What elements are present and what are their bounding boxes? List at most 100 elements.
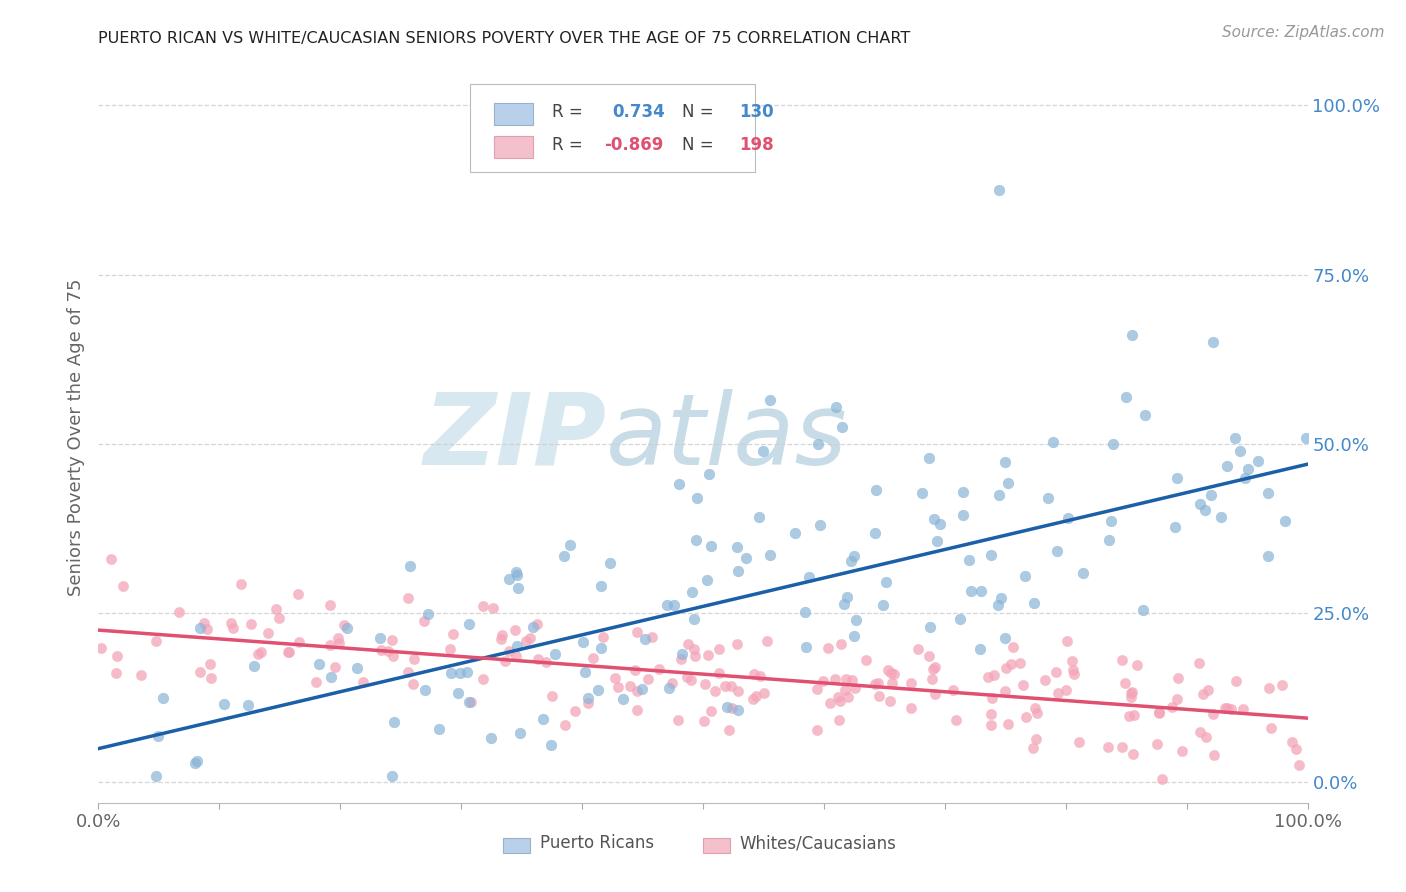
Point xyxy=(865,483,887,497)
Point xyxy=(269,611,291,625)
Point xyxy=(1167,671,1189,685)
Point xyxy=(100,552,122,566)
Point xyxy=(482,601,505,615)
Point xyxy=(828,694,851,708)
Point xyxy=(924,660,946,674)
Point xyxy=(1038,491,1060,505)
Point xyxy=(980,706,1002,721)
Point xyxy=(752,443,775,458)
Text: 130: 130 xyxy=(740,103,773,120)
Point xyxy=(1260,721,1282,735)
Point xyxy=(855,653,877,667)
Point xyxy=(536,655,558,669)
Point xyxy=(900,676,922,690)
Point xyxy=(1115,390,1137,404)
Point xyxy=(717,723,740,738)
Point xyxy=(519,631,541,645)
Point xyxy=(506,581,529,595)
Point xyxy=(683,649,706,664)
Text: 0.734: 0.734 xyxy=(613,103,665,120)
Point xyxy=(193,615,215,630)
Point xyxy=(648,662,671,676)
Point xyxy=(883,667,905,681)
Point xyxy=(505,624,527,638)
Point xyxy=(928,517,950,532)
FancyBboxPatch shape xyxy=(470,84,755,172)
Point xyxy=(918,451,941,466)
Point xyxy=(491,628,513,642)
Point xyxy=(460,695,482,709)
Point xyxy=(844,549,866,563)
Point xyxy=(1118,709,1140,723)
Point xyxy=(949,611,972,625)
Point xyxy=(1257,549,1279,563)
Point xyxy=(1225,673,1247,688)
Point xyxy=(683,612,706,626)
Point xyxy=(727,683,749,698)
Point xyxy=(868,690,890,704)
Point xyxy=(506,568,529,582)
Point xyxy=(471,599,494,613)
Point xyxy=(987,598,1010,612)
Point xyxy=(1000,657,1022,671)
Point xyxy=(336,621,359,635)
Y-axis label: Seniors Poverty Over the Age of 75: Seniors Poverty Over the Age of 75 xyxy=(66,278,84,596)
Point xyxy=(540,738,562,752)
Point xyxy=(758,392,780,407)
Point xyxy=(129,668,152,682)
Point xyxy=(152,691,174,706)
Point xyxy=(277,644,299,658)
Point xyxy=(969,641,991,656)
Point xyxy=(697,467,720,482)
Text: -0.869: -0.869 xyxy=(603,136,664,153)
Point xyxy=(323,660,346,674)
Text: Whites/Caucasians: Whites/Caucasians xyxy=(740,834,896,852)
Point xyxy=(756,634,779,648)
Point xyxy=(1063,667,1085,681)
Point xyxy=(1152,772,1174,786)
Point xyxy=(808,517,831,532)
Point xyxy=(927,534,949,549)
Point xyxy=(911,486,934,500)
Point xyxy=(997,716,1019,731)
Point xyxy=(1285,742,1308,756)
Point xyxy=(1126,658,1149,673)
Point xyxy=(243,659,266,673)
Point xyxy=(450,665,472,680)
Point xyxy=(837,690,859,704)
Point xyxy=(479,731,502,745)
Point xyxy=(679,673,702,687)
Point xyxy=(515,634,537,648)
Text: N =: N = xyxy=(682,103,714,120)
Point xyxy=(505,565,527,579)
Point xyxy=(1247,453,1270,467)
Point xyxy=(957,553,980,567)
Point xyxy=(603,671,626,685)
Point xyxy=(626,624,648,639)
Point xyxy=(377,644,399,658)
Point xyxy=(1188,656,1211,670)
Point xyxy=(827,690,849,704)
Point xyxy=(586,683,609,698)
Point xyxy=(828,713,851,727)
Point xyxy=(700,539,723,553)
Point xyxy=(994,631,1017,645)
Point xyxy=(752,686,775,700)
Point xyxy=(190,665,212,680)
Point xyxy=(184,756,207,770)
Point xyxy=(637,672,659,686)
Point xyxy=(531,712,554,726)
Point xyxy=(1164,520,1187,534)
Point xyxy=(1166,692,1188,706)
Point xyxy=(700,704,723,718)
Point xyxy=(1011,678,1033,692)
Point xyxy=(472,673,495,687)
Point xyxy=(287,587,309,601)
Point xyxy=(626,684,648,698)
Point xyxy=(457,616,479,631)
Point xyxy=(824,673,846,687)
Point xyxy=(526,652,548,666)
Point xyxy=(675,670,697,684)
Point xyxy=(1202,747,1225,762)
Point xyxy=(797,570,820,584)
